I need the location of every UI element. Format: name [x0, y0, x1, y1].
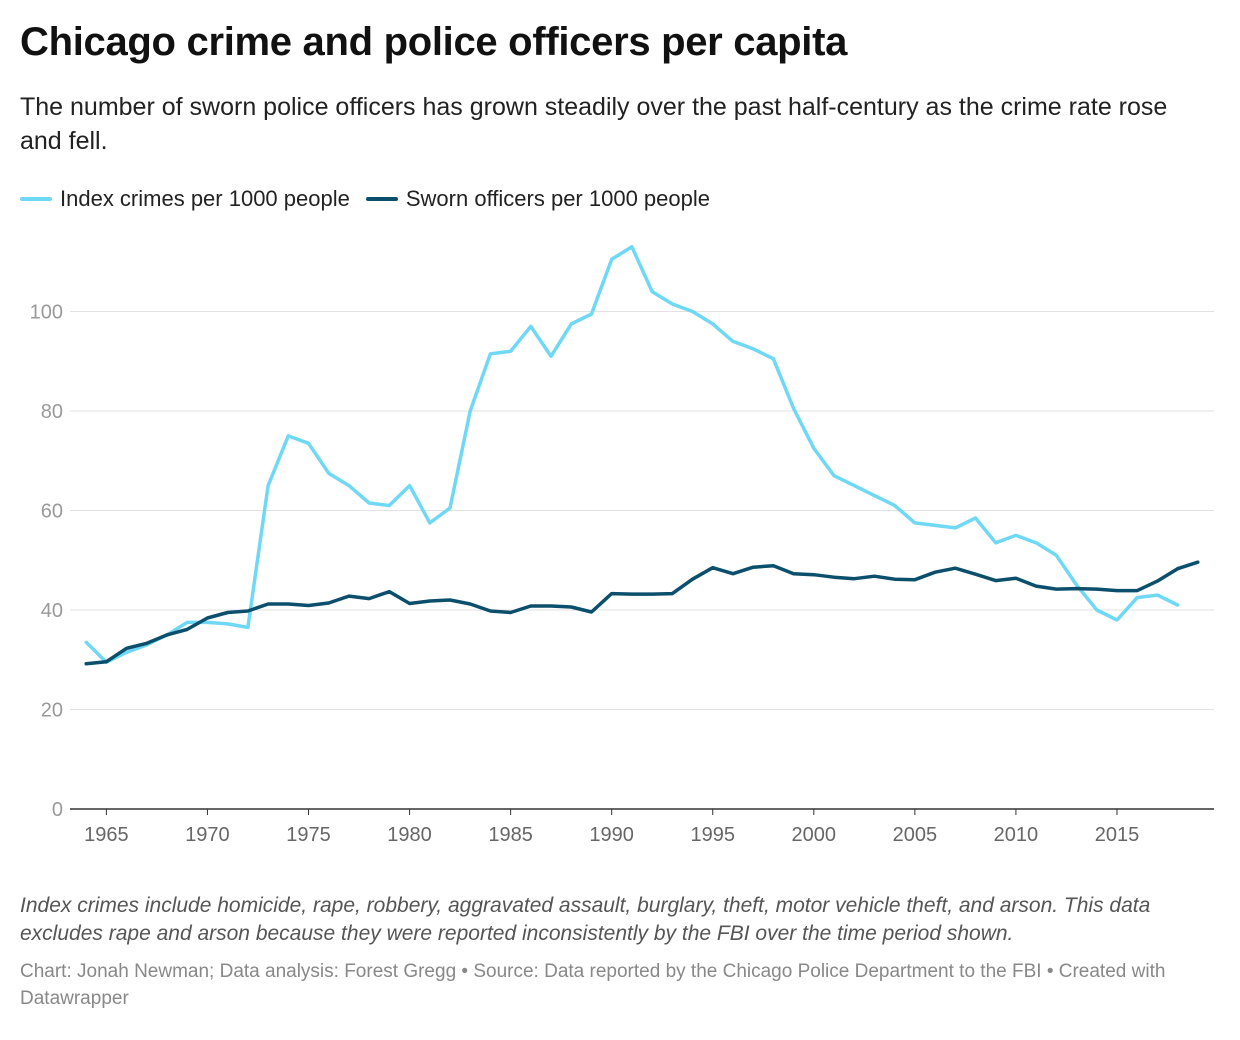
y-axis-ticks: 0 20 40 60 80 100	[30, 302, 63, 822]
chart-notes: Index crimes include homicide, rape, rob…	[20, 894, 1151, 945]
x-tick-label: 2015	[1095, 824, 1140, 846]
x-tick-label: 1985	[488, 824, 533, 846]
legend-item-sworn-officers: Sworn officers per 1000 people	[365, 186, 710, 212]
x-tick-label: 1995	[690, 824, 735, 846]
legend-label-index-crimes: Index crimes per 1000 people	[60, 186, 350, 211]
legend-label-sworn-officers: Sworn officers per 1000 people	[405, 186, 710, 211]
legend-swatch-index-crimes	[20, 197, 52, 201]
chart-title: Chicago crime and police officers per ca…	[20, 20, 848, 64]
chart-credits: Chart: Jonah Newman; Data analysis: Fore…	[20, 961, 1166, 1009]
x-axis-ticks: 1965 1970 1975 1980 1985 1990 1995 2000 2005 2010…	[84, 809, 1139, 846]
x-tick-label: 1980	[387, 824, 432, 846]
y-tick-label: 100	[30, 302, 63, 324]
chart-legend: Index crimes per 1000 people Sworn offic…	[20, 186, 726, 212]
y-tick-label: 0	[52, 799, 63, 821]
x-tick-label: 1970	[185, 824, 230, 846]
chart-subtitle: The number of sworn police officers has …	[20, 93, 1168, 155]
y-tick-label: 40	[41, 600, 63, 622]
x-tick-label: 2010	[994, 824, 1039, 846]
x-tick-label: 1965	[84, 824, 129, 846]
y-tick-label: 80	[41, 401, 63, 423]
x-tick-label: 1975	[286, 824, 331, 846]
legend-item-index-crimes: Index crimes per 1000 people	[20, 186, 350, 212]
line-chart: 0 20 40 60 80 100 1965 1970 1975 1980 1985 1990 199…	[30, 245, 1214, 846]
y-tick-label: 20	[41, 700, 63, 722]
gridlines	[70, 311, 1214, 810]
legend-swatch-sworn-officers	[365, 197, 398, 201]
y-tick-label: 60	[41, 501, 63, 523]
series-line-index-crimes	[84, 245, 1180, 664]
x-tick-label: 2005	[893, 824, 938, 846]
x-tick-label: 1990	[589, 824, 634, 846]
x-tick-label: 2000	[792, 824, 837, 846]
series-line-sworn-officers	[84, 560, 1200, 666]
series-lines	[84, 245, 1200, 666]
